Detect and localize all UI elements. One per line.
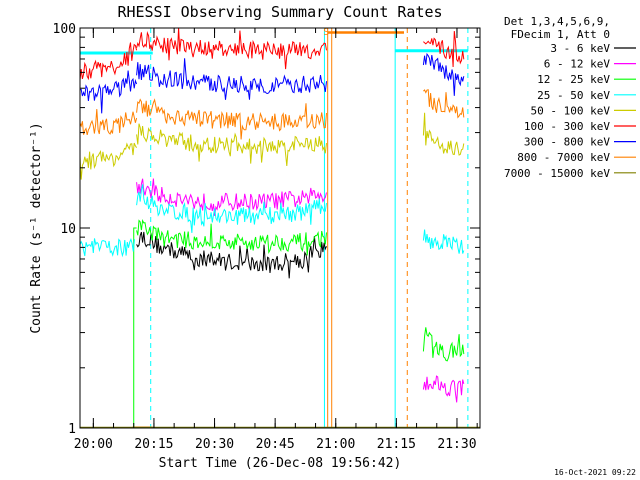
- axes: 1 10 100 20:00 20:15 20:30 20:45 21:00 21:15 21:3…: [53, 22, 481, 452]
- x-tick-label-1: 20:15: [134, 437, 173, 452]
- series-trace-5-2: [423, 30, 465, 68]
- legend-header-line-1: FDecim 1, Att 0: [511, 28, 610, 41]
- legend-label-1: 6 - 12 keV: [544, 58, 611, 71]
- series-trace-5-1: [136, 28, 327, 70]
- series-trace-2-0: [136, 218, 327, 256]
- chart-title: RHESSI Observing Summary Count Rates: [117, 3, 442, 21]
- series-trace-5-0: [80, 42, 138, 81]
- series-trace-3-0: [80, 237, 135, 258]
- legend-label-2: 12 - 25 keV: [537, 73, 610, 86]
- plot-frame: [79, 27, 481, 429]
- series-trace-3-1: [136, 184, 327, 233]
- legend-label-6: 300 - 800 keV: [524, 136, 610, 149]
- x-tick-label-6: 21:30: [437, 437, 476, 452]
- series-trace-4-1: [136, 123, 327, 167]
- y-tick-label-1: 10: [60, 222, 76, 237]
- footer-timestamp: 16-Oct-2021 09:22: [554, 468, 636, 477]
- series-trace-4-0: [80, 142, 138, 180]
- plot-area: S: [80, 27, 480, 428]
- series-trace-7-1: [136, 98, 327, 140]
- x-tick-label-2: 20:30: [195, 437, 234, 452]
- x-tick-label-4: 21:00: [316, 437, 355, 452]
- series-trace-0-0: [136, 231, 327, 279]
- legend-label-7: 800 - 7000 keV: [517, 151, 610, 164]
- series-1: [136, 178, 465, 403]
- series-7: [80, 31, 465, 140]
- step-line-12: [80, 227, 137, 428]
- mark-label-11: S: [323, 27, 329, 38]
- legend-label-4: 50 - 100 keV: [531, 104, 611, 117]
- legend-label-8: 7000 - 15000 keV: [504, 167, 610, 180]
- series-trace-6-2: [422, 52, 465, 96]
- legend: Det 1,3,4,5,6,9,FDecim 1, Att 03 - 6 keV…: [504, 15, 636, 180]
- x-tick-label-0: 20:00: [74, 437, 113, 452]
- series-trace-7-3: [423, 89, 465, 119]
- series-3: [80, 184, 465, 258]
- y-tick-label-0: 1: [68, 422, 76, 437]
- legend-label-5: 100 - 300 keV: [524, 120, 610, 133]
- series-trace-7-0: [80, 109, 138, 136]
- legend-label-3: 25 - 50 keV: [537, 89, 610, 102]
- series-trace-4-2: [422, 112, 465, 156]
- series-2: [136, 218, 465, 362]
- series-trace-2-1: [422, 327, 465, 362]
- series-trace-1-1: [422, 375, 465, 403]
- series-6: [80, 52, 465, 114]
- y-axis-label: Count Rate (s⁻¹ detector⁻¹): [29, 122, 44, 333]
- x-axis-label: Start Time (26-Dec-08 19:56:42): [159, 456, 402, 471]
- series-trace-3-2: [422, 229, 465, 254]
- series-trace-6-1: [136, 58, 327, 100]
- y-tick-label-2: 100: [53, 22, 76, 37]
- series-5: [80, 28, 465, 81]
- series-trace-6-0: [80, 70, 138, 114]
- legend-header-line-0: Det 1,3,4,5,6,9,: [504, 15, 610, 28]
- x-tick-label-3: 20:45: [256, 437, 295, 452]
- series-trace-1-0: [136, 178, 327, 216]
- series-4: [80, 112, 465, 180]
- x-tick-label-5: 21:15: [377, 437, 416, 452]
- legend-label-0: 3 - 6 keV: [550, 42, 610, 55]
- series-0: [136, 231, 327, 279]
